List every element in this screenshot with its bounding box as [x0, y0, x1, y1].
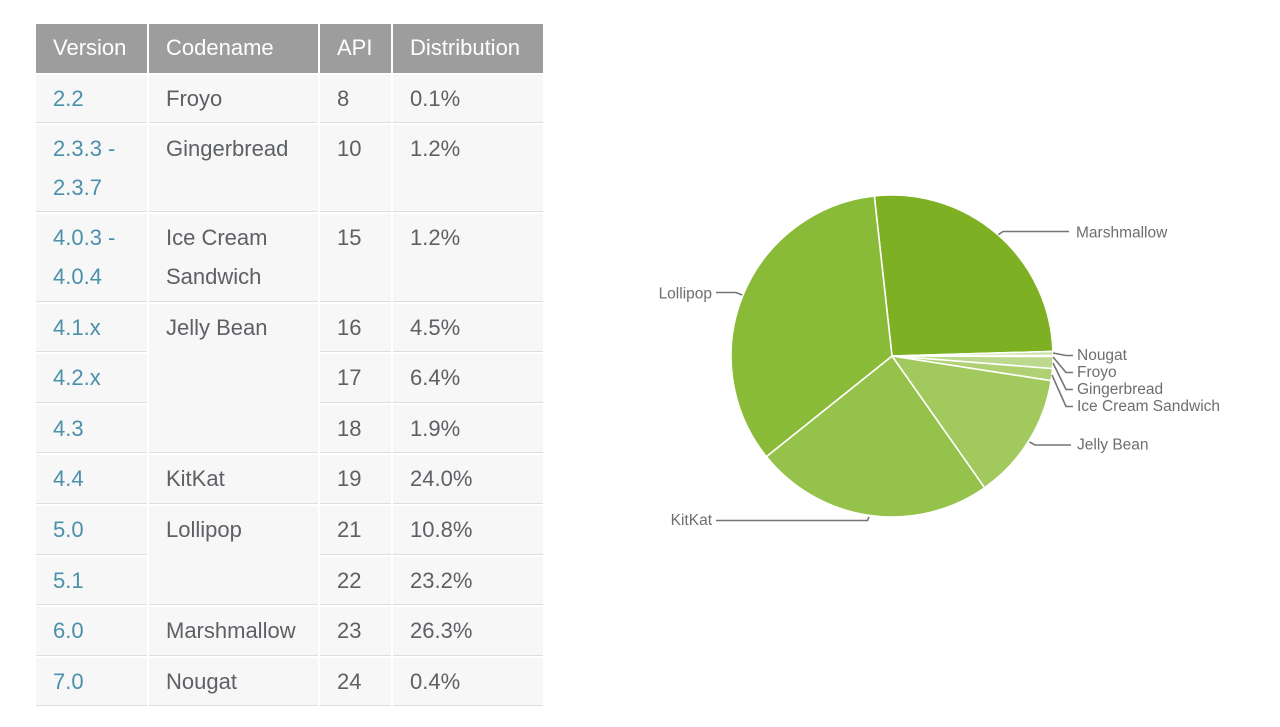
version-link[interactable]: 4.3 — [53, 415, 84, 441]
table-row: 4.2.x 17 6.4% — [34, 352, 545, 405]
distribution-cell: 6.4% — [391, 352, 545, 405]
version-link[interactable]: 5.1 — [53, 567, 84, 593]
version-link[interactable]: 4.4 — [53, 466, 84, 492]
version-link[interactable]: 4.2.x — [53, 365, 101, 391]
pie-label-leader-jelly-bean — [1029, 441, 1071, 446]
version-cell: 4.1.x — [34, 301, 149, 355]
version-link[interactable]: 5.0 — [53, 516, 84, 542]
version-link[interactable]: 4.1.x — [53, 314, 101, 340]
pie-label-leader-ice-cream-sandwich — [1051, 374, 1073, 408]
api-cell: 18 — [318, 402, 393, 456]
pie-slice-marshmallow — [873, 194, 1054, 357]
api-cell: 10 — [318, 123, 393, 215]
version-link[interactable]: 2.2 — [53, 85, 84, 111]
version-cell: 4.4 — [34, 453, 149, 506]
distribution-cell: 10.8% — [391, 503, 545, 557]
version-cell: 4.0.3 - 4.0.4 — [34, 212, 149, 304]
distribution-cell: 4.5% — [391, 301, 545, 355]
api-cell: 22 — [318, 554, 393, 608]
table-row: 5.0 Lollipop 21 10.8% — [34, 503, 545, 608]
table-row: 7.0 Nougat 24 0.4% — [34, 655, 545, 709]
api-cell: 17 — [318, 352, 393, 405]
version-cell: 4.2.x — [34, 352, 149, 405]
android-version-table: Version Codename API Distribution 2.2 Fro… — [34, 22, 545, 709]
distribution-cell: 23.2% — [391, 554, 545, 608]
codename-cell: Froyo — [147, 72, 320, 126]
version-link[interactable]: 7.0 — [53, 668, 84, 694]
version-cell: 6.0 — [34, 605, 149, 658]
pie-label-leader-nougat — [1052, 352, 1073, 357]
distribution-cell: 0.4% — [391, 655, 545, 709]
pie-slice-kitkat — [765, 355, 986, 518]
version-cell: 2.3.3 - 2.3.7 — [34, 123, 149, 215]
pie-label-kitkat: KitKat — [671, 512, 713, 529]
codename-cell: KitKat — [147, 453, 320, 506]
table-row: 4.3 18 1.9% — [34, 402, 545, 456]
api-cell: 24 — [318, 655, 393, 709]
distribution-cell: 0.1% — [391, 72, 545, 126]
version-cell: 5.1 — [34, 554, 149, 608]
pie-label-gingerbread: Gingerbread — [1077, 381, 1163, 398]
api-cell: 21 — [318, 503, 393, 557]
version-cell: 4.3 — [34, 402, 149, 456]
pie-label-leader-gingerbread — [1052, 362, 1073, 391]
version-table-section: Version Codename API Distribution 2.2 Fro… — [34, 22, 545, 709]
api-cell: 23 — [318, 605, 393, 658]
distribution-cell: 24.0% — [391, 453, 545, 506]
codename-cell: Ice Cream Sandwich — [147, 212, 320, 304]
version-cell: 7.0 — [34, 655, 149, 709]
pie-slice-lollipop — [730, 195, 893, 458]
distribution-cell: 26.3% — [391, 605, 545, 658]
api-cell: 16 — [318, 301, 393, 355]
distribution-cell: 1.9% — [391, 402, 545, 456]
codename-cell: Jelly Bean — [147, 301, 320, 456]
column-header-api: API — [318, 22, 393, 75]
pie-label-leader-marshmallow — [997, 230, 1069, 236]
version-link[interactable]: 2.3.3 - 2.3.7 — [53, 136, 116, 200]
codename-cell: Lollipop — [147, 503, 320, 608]
version-link[interactable]: 4.0.3 - 4.0.4 — [53, 225, 116, 289]
distribution-cell: 1.2% — [391, 123, 545, 215]
version-cell: 5.0 — [34, 503, 149, 557]
pie-label-jelly-bean: Jelly Bean — [1077, 437, 1149, 454]
table-row: 4.4 KitKat 19 24.0% — [34, 453, 545, 506]
column-header-distribution: Distribution — [391, 22, 545, 75]
table-header-row: Version Codename API Distribution — [34, 22, 545, 75]
api-cell: 8 — [318, 72, 393, 126]
column-header-codename: Codename — [147, 22, 320, 75]
pie-label-froyo: Froyo — [1077, 364, 1117, 381]
pie-slice-jelly-bean — [891, 355, 1052, 489]
version-link[interactable]: 6.0 — [53, 618, 84, 644]
distribution-cell: 1.2% — [391, 212, 545, 304]
api-cell: 19 — [318, 453, 393, 506]
pie-label-leader-froyo — [1052, 356, 1073, 374]
pie-label-lollipop: Lollipop — [659, 286, 712, 303]
column-header-version: Version — [34, 22, 149, 75]
version-cell: 2.2 — [34, 72, 149, 126]
codename-cell: Marshmallow — [147, 605, 320, 658]
table-row: 4.0.3 - 4.0.4 Ice Cream Sandwich 15 1.2% — [34, 212, 545, 304]
table-row: 4.1.x Jelly Bean 16 4.5% — [34, 301, 545, 456]
api-cell: 15 — [318, 212, 393, 304]
pie-label-leader-lollipop — [716, 291, 743, 296]
pie-label-nougat: Nougat — [1077, 347, 1128, 364]
codename-cell: Nougat — [147, 655, 320, 709]
pie-label-leader-kitkat — [716, 516, 870, 522]
table-row: 5.1 22 23.2% — [34, 554, 545, 608]
table-row: 2.3.3 - 2.3.7 Gingerbread 10 1.2% — [34, 123, 545, 215]
table-row: 6.0 Marshmallow 23 26.3% — [34, 605, 545, 658]
table-row: 2.2 Froyo 8 0.1% — [34, 72, 545, 126]
codename-cell: Gingerbread — [147, 123, 320, 215]
pie-label-marshmallow: Marshmallow — [1076, 225, 1168, 242]
pie-label-ice-cream-sandwich: Ice Cream Sandwich — [1077, 398, 1220, 415]
